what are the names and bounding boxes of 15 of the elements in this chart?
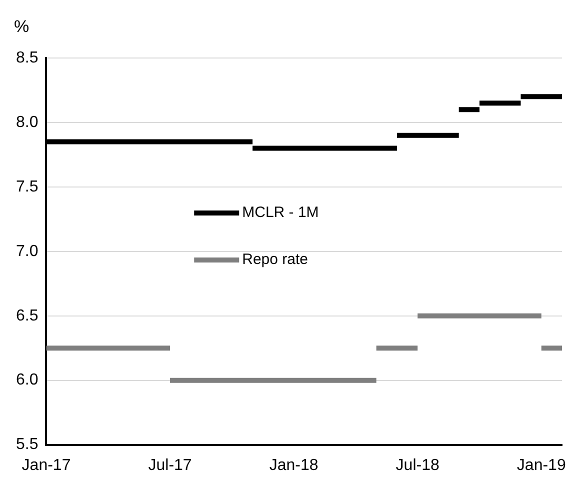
y-tick-label: 8.5 [16, 49, 38, 66]
y-tick-label: 6.5 [16, 307, 38, 324]
y-axis-title: % [14, 17, 30, 36]
x-tick-label: Jan-17 [22, 456, 71, 474]
legend-label: Repo rate [242, 251, 308, 268]
x-tick-label: Jul-17 [148, 456, 192, 474]
y-tick-label: 6.0 [16, 372, 38, 389]
x-tick-label: Jan-19 [516, 456, 566, 474]
y-tick-label: 8.0 [16, 114, 38, 131]
x-tick-label: Jul-18 [396, 456, 440, 474]
y-tick-label: 7.5 [16, 178, 38, 196]
legend-label: MCLR - 1M [242, 204, 319, 222]
x-tick-label: Jan-18 [269, 456, 318, 474]
y-tick-label: 7.0 [16, 242, 38, 260]
y-tick-label: 5.5 [16, 436, 38, 454]
